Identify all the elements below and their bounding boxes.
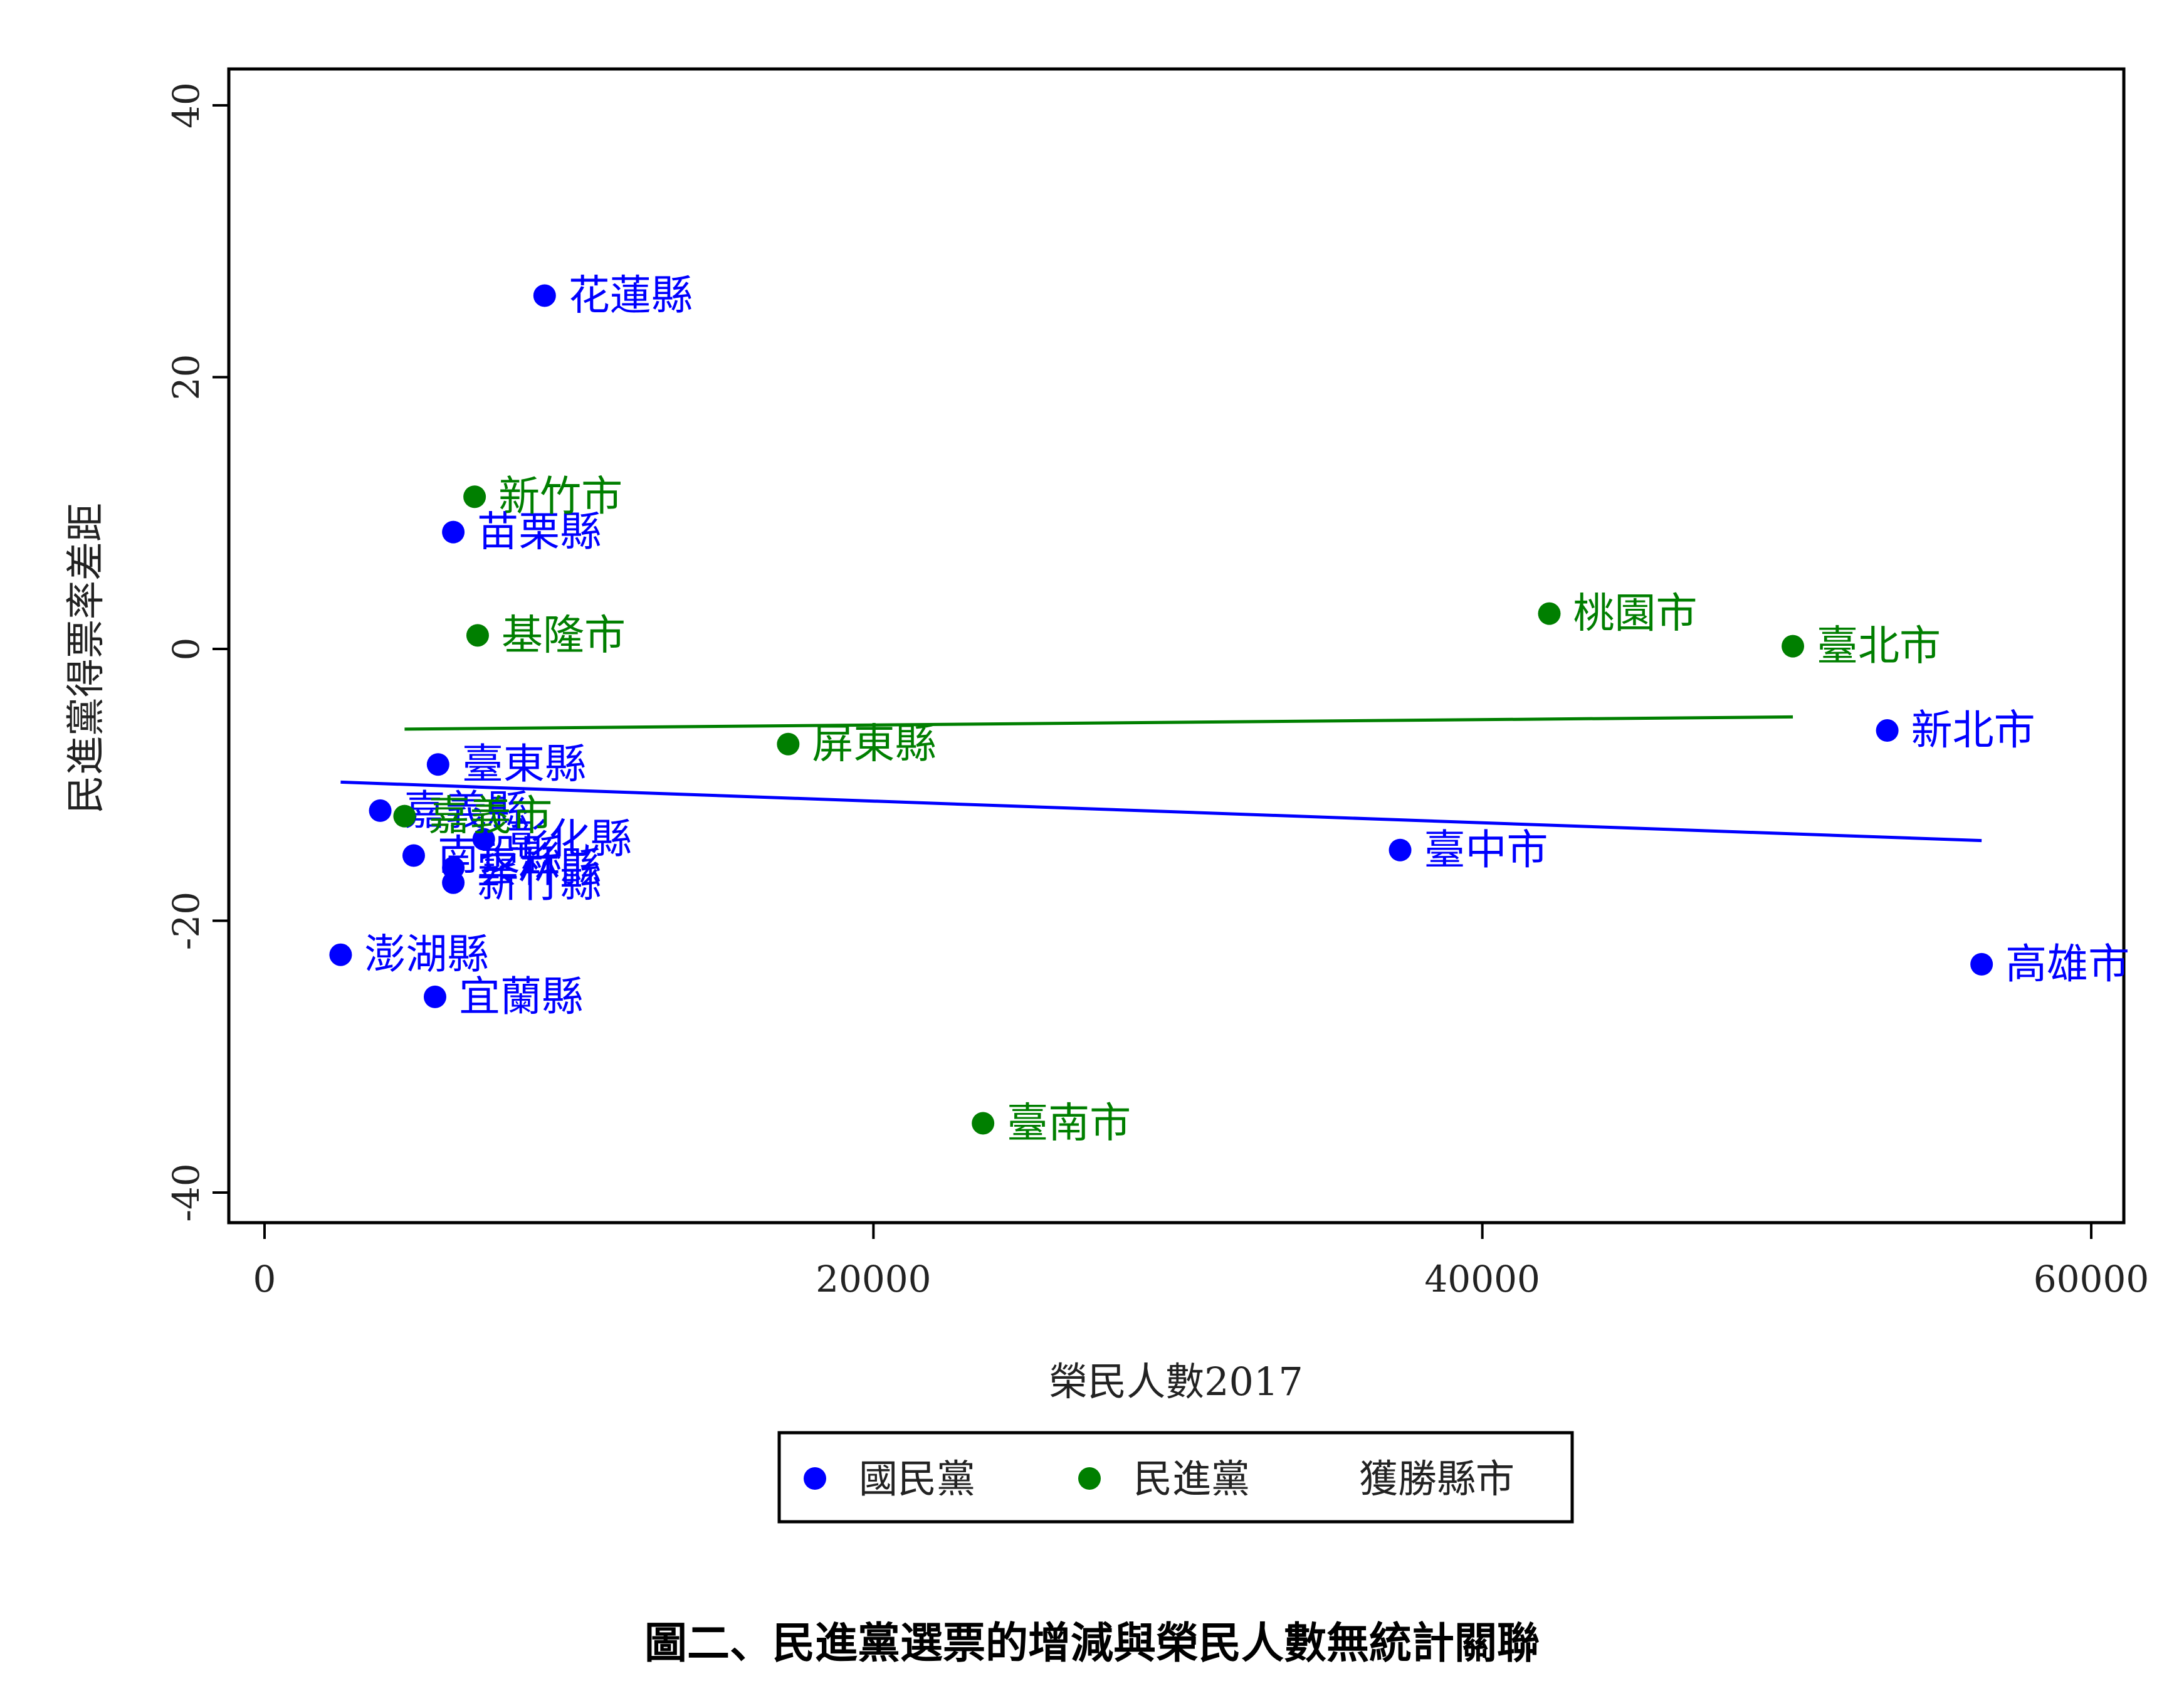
- axes: 0 20000 40000 60000 -40 -20 0 20 40: [165, 82, 2149, 1300]
- data-point: [466, 624, 489, 647]
- legend-label-dpp: 民進黨: [1133, 1456, 1250, 1502]
- x-tick-label: 20000: [816, 1258, 932, 1300]
- data-point: [442, 520, 465, 544]
- point-label: 桃園市: [1573, 589, 1698, 638]
- fit-line-kmt: [340, 780, 1982, 843]
- data-point: [369, 799, 392, 822]
- figure-caption: 圖二、民進黨選票的增減與榮民人數無統計關聯: [644, 1619, 1540, 1668]
- point-label: 花蓮縣: [569, 271, 693, 319]
- x-axis-label: 榮民人數2017: [1049, 1359, 1303, 1404]
- point-label: 苗栗縣: [477, 508, 601, 556]
- point-label: 宜蘭縣: [459, 972, 583, 1021]
- data-point: [1389, 838, 1412, 862]
- data-point: [472, 828, 495, 851]
- data-point: [423, 985, 446, 1008]
- data-point: [442, 871, 465, 894]
- legend-marker-kmt: [804, 1467, 826, 1490]
- data-point: [972, 1112, 995, 1135]
- data-point: [393, 804, 416, 828]
- x-tick-label: 60000: [2034, 1258, 2150, 1300]
- data-point: [777, 732, 800, 756]
- point-label: 澎湖縣: [364, 930, 488, 979]
- data-point: [402, 844, 425, 867]
- data-point: [463, 485, 486, 509]
- point-label: 彰化縣: [508, 814, 632, 863]
- y-axis-label: 民進黨得票率差距: [63, 503, 108, 814]
- y-tick-label: 0: [165, 638, 207, 661]
- legend-title: 獲勝縣市: [1359, 1456, 1515, 1502]
- legend-box: [777, 1431, 1574, 1524]
- point-label: 臺南市: [1007, 1099, 1131, 1147]
- point-label: 新北市: [1911, 706, 2035, 754]
- y-tick-label: 40: [165, 82, 207, 129]
- legend: 國民黨 民進黨 獲勝縣市: [777, 1431, 1574, 1524]
- point-label: 臺中市: [1424, 826, 1548, 874]
- data-point: [533, 284, 556, 307]
- point-label: 新竹縣: [477, 858, 601, 907]
- x-tick-label: 40000: [1424, 1258, 1540, 1300]
- point-label: 屏東縣: [812, 720, 936, 768]
- x-tick-label: 0: [253, 1258, 276, 1300]
- point-label: 雲林縣: [477, 843, 601, 892]
- data-point: [1876, 719, 1899, 742]
- point-label: 基隆市: [501, 611, 626, 659]
- point-label: 臺北市: [1817, 622, 1941, 670]
- point-label: 嘉義縣: [404, 786, 528, 835]
- y-tick-label: -40: [165, 1163, 207, 1221]
- fit-line-dpp: [404, 715, 1793, 731]
- data-point: [1538, 602, 1561, 625]
- data-point: [329, 943, 352, 966]
- point-label: 臺東縣: [462, 740, 586, 788]
- point-label: 嘉義市: [428, 792, 552, 840]
- legend-label-kmt: 國民黨: [859, 1456, 975, 1502]
- point-label: 高雄市: [2005, 940, 2129, 988]
- y-tick-label: -20: [165, 892, 207, 950]
- data-point: [426, 753, 449, 776]
- legend-marker-dpp: [1078, 1467, 1101, 1490]
- fit-lines: [340, 715, 1982, 843]
- data-point: [1970, 952, 1993, 976]
- y-tick-label: 20: [165, 354, 207, 401]
- data-point: [1782, 635, 1805, 658]
- point-label: 新竹市: [498, 472, 622, 520]
